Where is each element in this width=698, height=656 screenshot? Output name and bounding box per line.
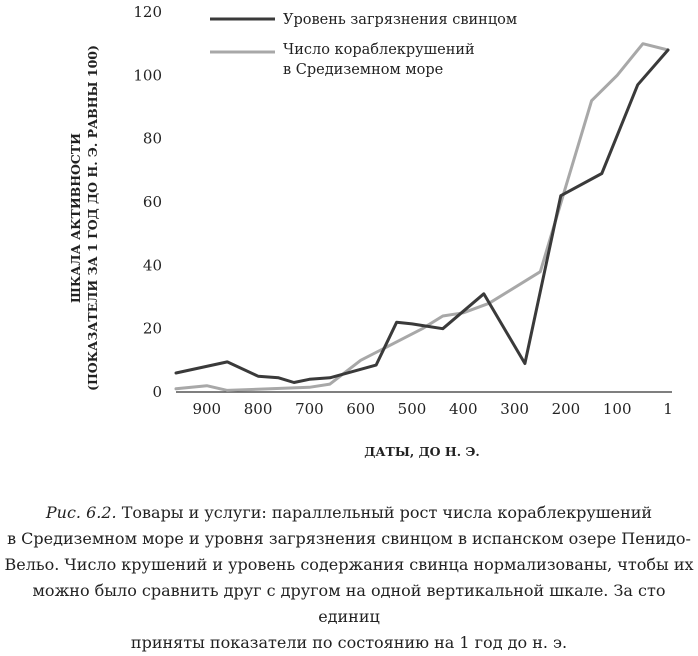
legend-label-shipwrecks-line2: в Средиземном море	[283, 62, 443, 78]
legend-label-shipwrecks-line1: Число кораблекрушений	[283, 42, 475, 58]
x-tick-label-8: 100	[603, 400, 632, 418]
x-tick-label-2: 700	[295, 400, 324, 418]
y-tick-label-3: 60	[143, 193, 162, 211]
caption-prefix: Рис. 6.2.	[45, 503, 117, 522]
x-axis-label: ДАТЫ, ДО Н. Э.	[364, 444, 480, 459]
x-axis-ticks: 900 800 700 600 500 400 300 200 100 1	[192, 400, 672, 418]
y-axis-label-line1: ШКАЛА АКТИВНОСТИ	[68, 133, 83, 303]
x-tick-label-0: 900	[192, 400, 221, 418]
legend: Уровень загрязнения свинцом Число корабл…	[210, 12, 517, 78]
chart: 0 20 40 60 80 100 120 900 800 700 600 500 400 300 200…	[68, 3, 673, 459]
x-tick-label-3: 600	[346, 400, 375, 418]
y-axis-ticks: 0 20 40 60 80 100 120	[133, 3, 162, 401]
x-tick-label-9: 1	[663, 400, 673, 418]
series-layer	[174, 42, 670, 392]
y-tick-label-0: 0	[152, 383, 162, 401]
caption-line-5: приняты показатели по состоянию на 1 год…	[130, 633, 568, 652]
caption-line-1-text: Товары и услуги: параллельный рост числа…	[116, 503, 653, 522]
series-line-shipwrecks	[174, 42, 670, 392]
y-tick-label-5: 100	[133, 66, 162, 84]
y-axis-label-line2: (ПОКАЗАТЕЛИ ЗА 1 ГОД ДО Н. Э. РАВНЫ 100)	[85, 45, 100, 391]
x-tick-label-4: 500	[398, 400, 427, 418]
caption-line-1: Рис. 6.2. Товары и услуги: параллельный …	[0, 500, 698, 526]
y-tick-label-6: 120	[133, 3, 162, 21]
series-line-lead	[174, 48, 670, 384]
figure-caption: Рис. 6.2. Товары и услуги: параллельный …	[0, 500, 698, 656]
x-tick-label-5: 400	[449, 400, 478, 418]
caption-line-2: в Средиземном море и уровня загрязнения …	[7, 529, 691, 548]
x-tick-label-6: 300	[500, 400, 529, 418]
y-tick-label-1: 20	[143, 320, 162, 338]
y-tick-label-2: 40	[143, 256, 162, 274]
x-tick-label-1: 800	[244, 400, 273, 418]
caption-line-4: можно было сравнить друг с другом на одн…	[32, 581, 666, 626]
y-tick-label-4: 80	[143, 130, 162, 148]
caption-line-3: Вельо. Число крушений и уровень содержан…	[4, 555, 694, 574]
legend-label-lead: Уровень загрязнения свинцом	[283, 12, 517, 28]
x-tick-label-7: 200	[552, 400, 581, 418]
